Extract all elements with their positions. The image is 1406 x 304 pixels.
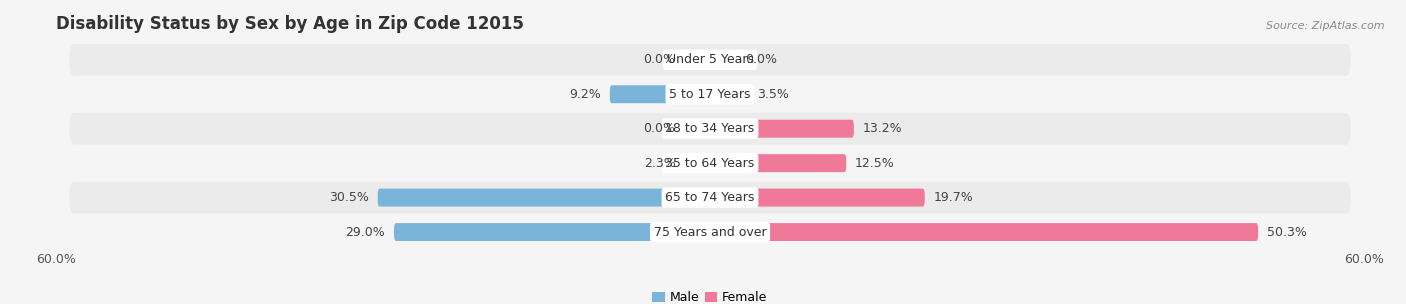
Legend: Male, Female: Male, Female [648,286,772,304]
FancyBboxPatch shape [69,182,1351,213]
Text: 65 to 74 Years: 65 to 74 Years [665,191,755,204]
FancyBboxPatch shape [710,85,748,103]
FancyBboxPatch shape [685,154,710,172]
FancyBboxPatch shape [710,120,853,138]
FancyBboxPatch shape [378,189,710,206]
Text: 75 Years and over: 75 Years and over [654,226,766,239]
FancyBboxPatch shape [710,223,1258,241]
Text: 18 to 34 Years: 18 to 34 Years [665,122,755,135]
Text: 0.0%: 0.0% [643,53,675,66]
Text: 19.7%: 19.7% [934,191,973,204]
Text: Source: ZipAtlas.com: Source: ZipAtlas.com [1267,21,1385,31]
Text: Under 5 Years: Under 5 Years [666,53,754,66]
FancyBboxPatch shape [610,85,710,103]
Text: 5 to 17 Years: 5 to 17 Years [669,88,751,101]
Text: 13.2%: 13.2% [862,122,903,135]
Text: 29.0%: 29.0% [346,226,385,239]
Text: 35 to 64 Years: 35 to 64 Years [665,157,755,170]
Text: 9.2%: 9.2% [569,88,602,101]
FancyBboxPatch shape [69,44,1351,76]
FancyBboxPatch shape [69,78,1351,110]
Text: 0.0%: 0.0% [643,122,675,135]
FancyBboxPatch shape [394,223,710,241]
Text: 30.5%: 30.5% [329,191,368,204]
FancyBboxPatch shape [69,216,1351,248]
FancyBboxPatch shape [683,51,710,69]
Text: Disability Status by Sex by Age in Zip Code 12015: Disability Status by Sex by Age in Zip C… [56,15,524,33]
Text: 3.5%: 3.5% [756,88,789,101]
Text: 2.3%: 2.3% [644,157,676,170]
FancyBboxPatch shape [69,113,1351,144]
Text: 50.3%: 50.3% [1267,226,1306,239]
FancyBboxPatch shape [710,154,846,172]
FancyBboxPatch shape [69,147,1351,179]
FancyBboxPatch shape [710,189,925,206]
Text: 12.5%: 12.5% [855,157,894,170]
Text: 0.0%: 0.0% [745,53,778,66]
FancyBboxPatch shape [710,51,737,69]
FancyBboxPatch shape [683,120,710,138]
